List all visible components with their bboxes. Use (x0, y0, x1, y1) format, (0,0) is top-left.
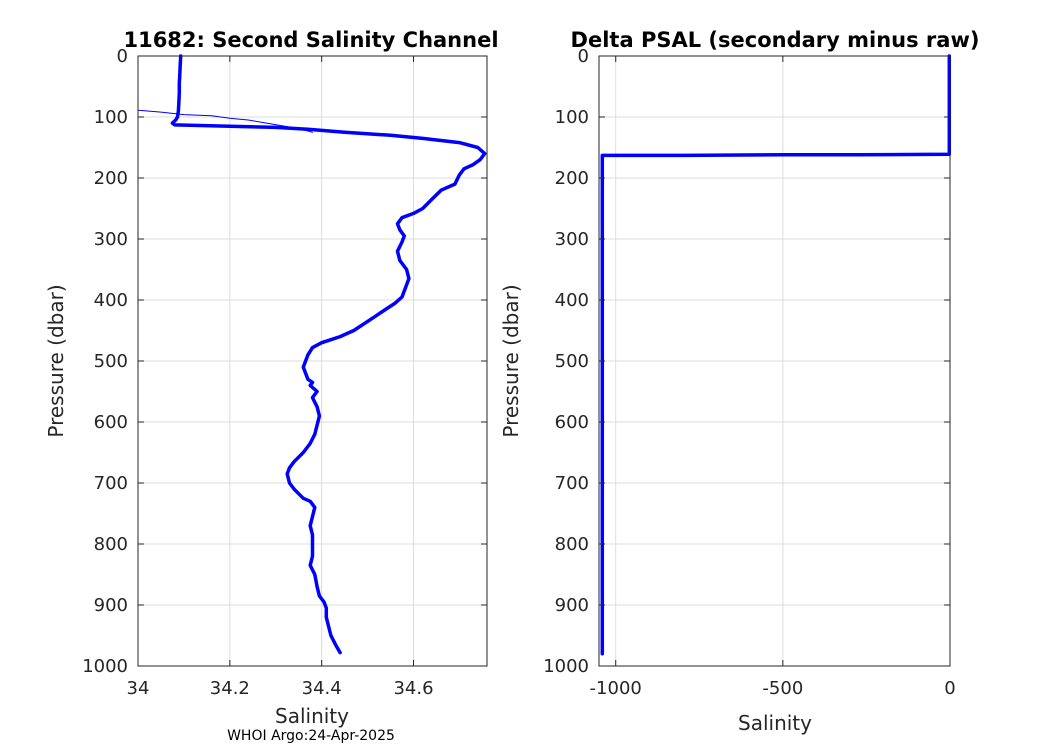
salinity-profile-panel: 11682: Second Salinity Channel 34 34.2 34.… (44, 28, 499, 744)
right-y-tick-label: 300 (555, 229, 589, 250)
right-y-tick-label: 700 (555, 473, 589, 494)
right-y-tick-label: 600 (555, 412, 589, 433)
right-y-tick-label: 800 (555, 534, 589, 555)
right-chart-title: Delta PSAL (secondary minus raw) (571, 28, 980, 52)
right-y-tick-label: 900 (555, 595, 589, 616)
left-y-tick-label: 400 (94, 290, 128, 311)
right-x-tick-label: -1000 (590, 678, 642, 699)
left-series-line-2 (137, 55, 313, 133)
right-ticks: -1000 -500 0 0 100 200 300 400 500 600 700 800 900 10… (543, 46, 956, 699)
left-x-tick-label: 34.2 (210, 678, 250, 699)
left-x-axis-label: Salinity (275, 704, 349, 728)
left-y-tick-label: 0 (117, 46, 128, 67)
right-y-tick-label: 0 (578, 46, 589, 67)
left-x-tick-label: 34.4 (302, 678, 342, 699)
left-series-group (137, 54, 487, 655)
right-y-tick-label: 200 (555, 168, 589, 189)
left-ticks: 34 34.2 34.4 34.6 0 100 200 300 400 500 600 700 800 9… (82, 46, 487, 699)
right-series-group (600, 54, 952, 656)
right-series-line-1 (600, 54, 952, 656)
right-grid (599, 55, 951, 667)
left-y-tick-label: 800 (94, 534, 128, 555)
right-x-axis-label: Salinity (738, 711, 812, 735)
right-x-tick-label: 0 (944, 678, 955, 699)
right-x-tick-label: -500 (762, 678, 803, 699)
left-x-tick-label: 34.6 (393, 678, 433, 699)
left-y-axis-label: Pressure (dbar) (44, 284, 68, 437)
left-x-tick-label: 34 (127, 678, 150, 699)
left-y-tick-label: 100 (94, 107, 128, 128)
left-y-tick-label: 200 (94, 168, 128, 189)
right-y-tick-label: 400 (555, 290, 589, 311)
left-y-tick-label: 500 (94, 351, 128, 372)
left-y-tick-label: 700 (94, 473, 128, 494)
left-y-tick-label: 1000 (82, 656, 128, 677)
left-y-tick-label: 900 (94, 595, 128, 616)
left-y-tick-label: 300 (94, 229, 128, 250)
delta-psal-panel: Delta PSAL (secondary minus raw) -1000 -5… (499, 28, 979, 735)
left-chart-title: 11682: Second Salinity Channel (123, 28, 498, 52)
right-y-tick-label: 100 (555, 107, 589, 128)
right-y-tick-label: 1000 (543, 656, 589, 677)
right-y-tick-label: 500 (555, 351, 589, 372)
left-series-line-1 (170, 54, 487, 655)
figure-footer: WHOI Argo:24-Apr-2025 (227, 728, 395, 744)
left-y-tick-label: 600 (94, 412, 128, 433)
right-y-axis-label: Pressure (dbar) (499, 284, 523, 437)
left-grid (137, 55, 487, 667)
